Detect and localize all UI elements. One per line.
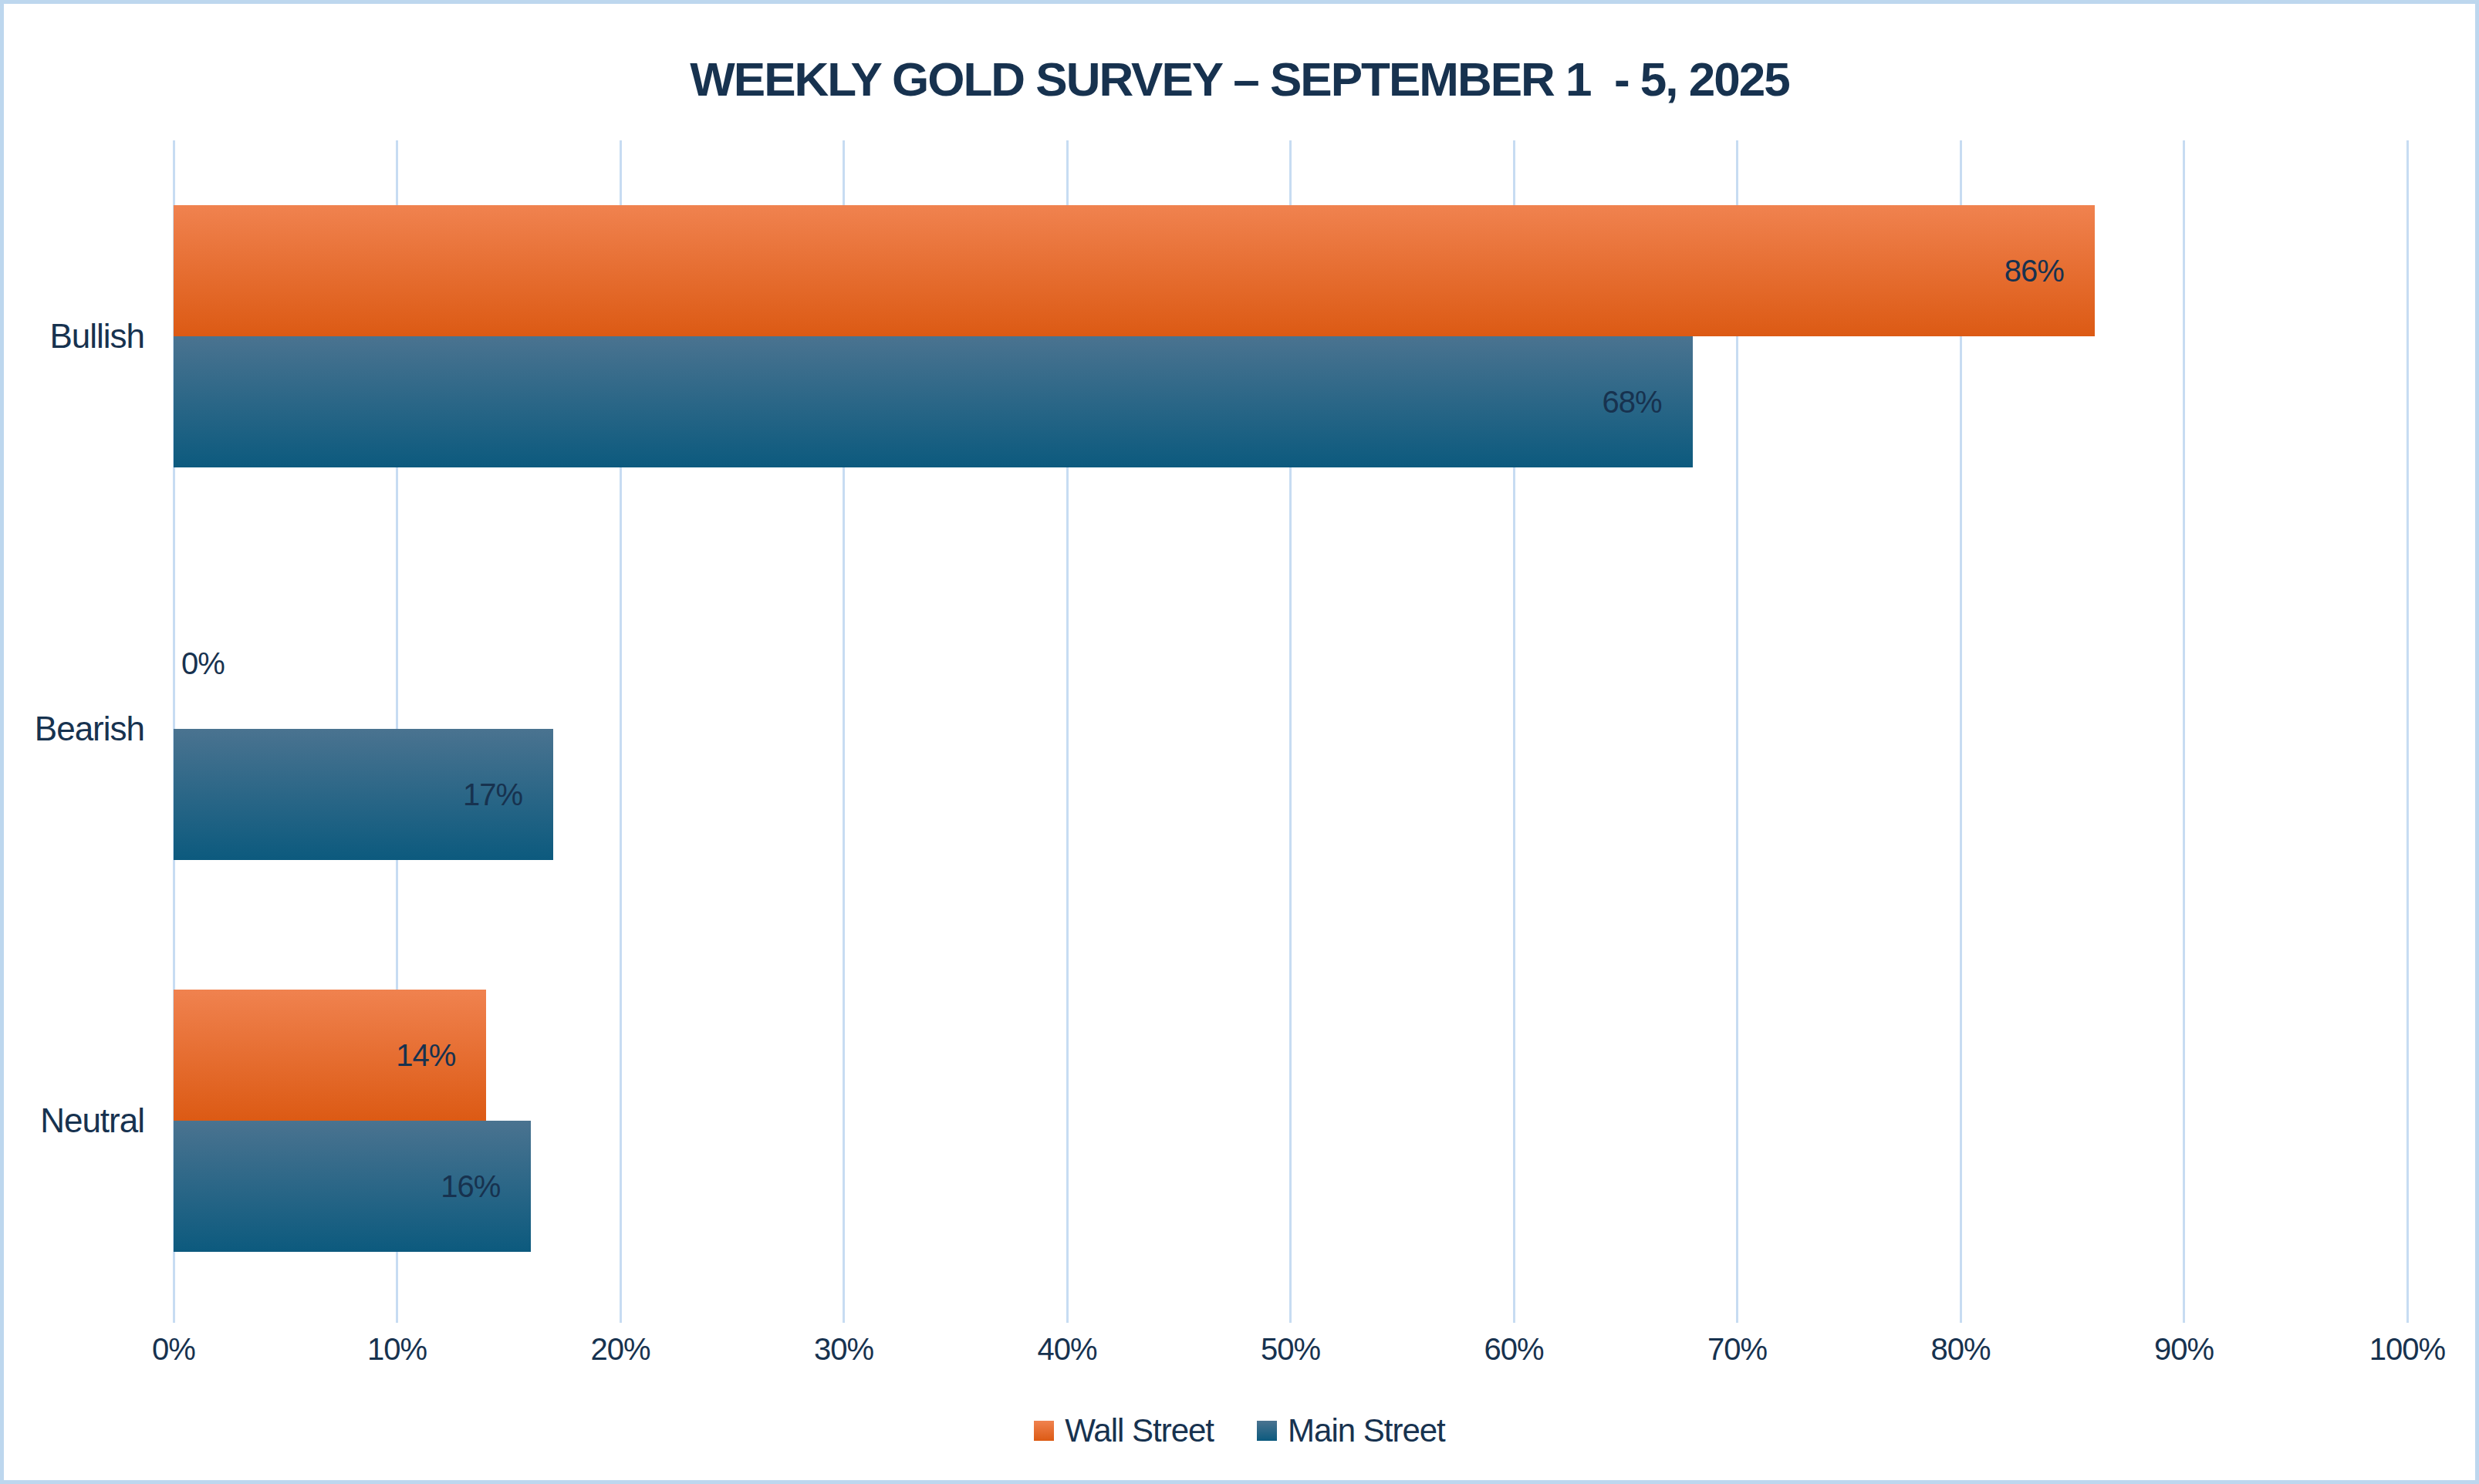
x-tick-label: 100% bbox=[2330, 1332, 2479, 1367]
chart-canvas: WEEKLY GOLD SURVEY – SEPTEMBER 1 - 5, 20… bbox=[0, 0, 2479, 1484]
data-label: 14% bbox=[309, 990, 478, 1121]
x-tick-label: 90% bbox=[2107, 1332, 2261, 1367]
bar-bullish-1 bbox=[174, 336, 1693, 467]
legend-item-main-street: Main Street bbox=[1257, 1412, 1445, 1449]
legend-label: Wall Street bbox=[1065, 1412, 1214, 1449]
data-label: 0% bbox=[181, 598, 336, 729]
x-tick-label: 80% bbox=[1883, 1332, 2038, 1367]
x-tick-label: 40% bbox=[990, 1332, 1144, 1367]
x-tick-label: 60% bbox=[1437, 1332, 1591, 1367]
data-label: 17% bbox=[376, 729, 545, 860]
x-tick-label: 70% bbox=[1660, 1332, 1815, 1367]
x-tick-label: 50% bbox=[1214, 1332, 1368, 1367]
legend-swatch-icon bbox=[1034, 1421, 1054, 1441]
x-tick-label: 10% bbox=[320, 1332, 475, 1367]
x-tick-label: 0% bbox=[96, 1332, 251, 1367]
legend: Wall Street Main Street bbox=[4, 1412, 2475, 1449]
category-label: Bullish bbox=[4, 313, 144, 359]
category-label: Bearish bbox=[4, 706, 144, 752]
data-label: 68% bbox=[1515, 336, 1685, 467]
gridline bbox=[2406, 140, 2409, 1323]
legend-label: Main Street bbox=[1288, 1412, 1445, 1449]
data-label: 16% bbox=[353, 1121, 523, 1252]
data-label: 86% bbox=[1917, 205, 2087, 336]
legend-swatch-icon bbox=[1257, 1421, 1277, 1441]
x-tick-label: 20% bbox=[543, 1332, 697, 1367]
x-tick-label: 30% bbox=[767, 1332, 921, 1367]
gridline bbox=[2183, 140, 2185, 1323]
legend-item-wall-street: Wall Street bbox=[1034, 1412, 1214, 1449]
category-label: Neutral bbox=[4, 1098, 144, 1144]
chart-title: WEEKLY GOLD SURVEY – SEPTEMBER 1 - 5, 20… bbox=[4, 52, 2475, 106]
bar-bullish-0 bbox=[174, 205, 2095, 336]
